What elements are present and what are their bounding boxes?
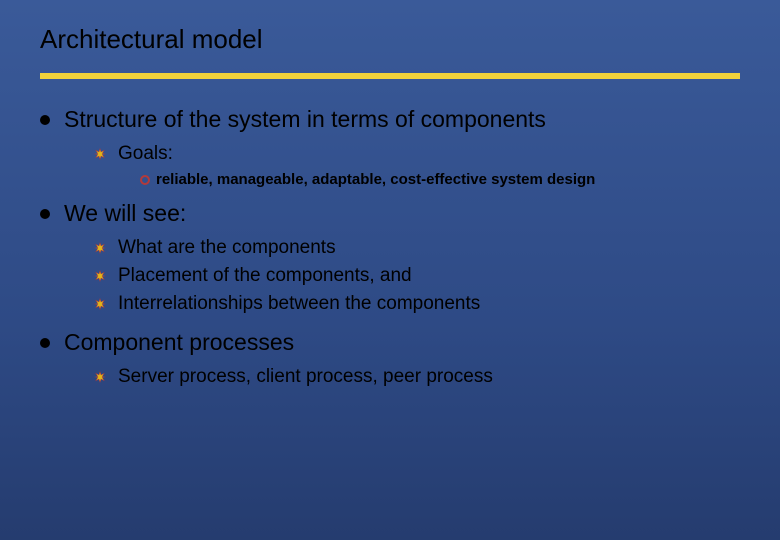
bullet-text: Server process, client process, peer pro… [118,366,493,388]
bullet-text: Structure of the system in terms of comp… [64,106,546,133]
bullet-level1: We will see: [40,200,740,227]
dot-icon [40,115,50,125]
bullet-level2: Interrelationships between the component… [94,293,740,315]
circle-icon [140,175,150,185]
burst-icon [94,371,106,383]
slide: Architectural model Structure of the sys… [0,0,780,540]
burst-icon [94,298,106,310]
bullet-text: Interrelationships between the component… [118,293,480,315]
bullet-level1: Structure of the system in terms of comp… [40,106,740,133]
slide-title: Architectural model [40,24,740,55]
bullet-level3: reliable, manageable, adaptable, cost-ef… [140,171,740,188]
bullet-text: We will see: [64,200,186,227]
dot-icon [40,209,50,219]
bullet-text: Goals: [118,143,173,165]
bullet-text: What are the components [118,237,336,259]
bullet-text: reliable, manageable, adaptable, cost-ef… [156,171,595,188]
burst-icon [94,242,106,254]
bullet-level2: Server process, client process, peer pro… [94,366,740,388]
bullet-level2: What are the components [94,237,740,259]
burst-icon [94,148,106,160]
bullet-text: Component processes [64,329,294,356]
separator-bar [40,73,740,79]
bullet-level2: Goals: [94,143,740,165]
bullet-level1: Component processes [40,329,740,356]
bullet-level2: Placement of the components, and [94,265,740,287]
burst-icon [94,270,106,282]
bullet-text: Placement of the components, and [118,265,412,287]
dot-icon [40,338,50,348]
